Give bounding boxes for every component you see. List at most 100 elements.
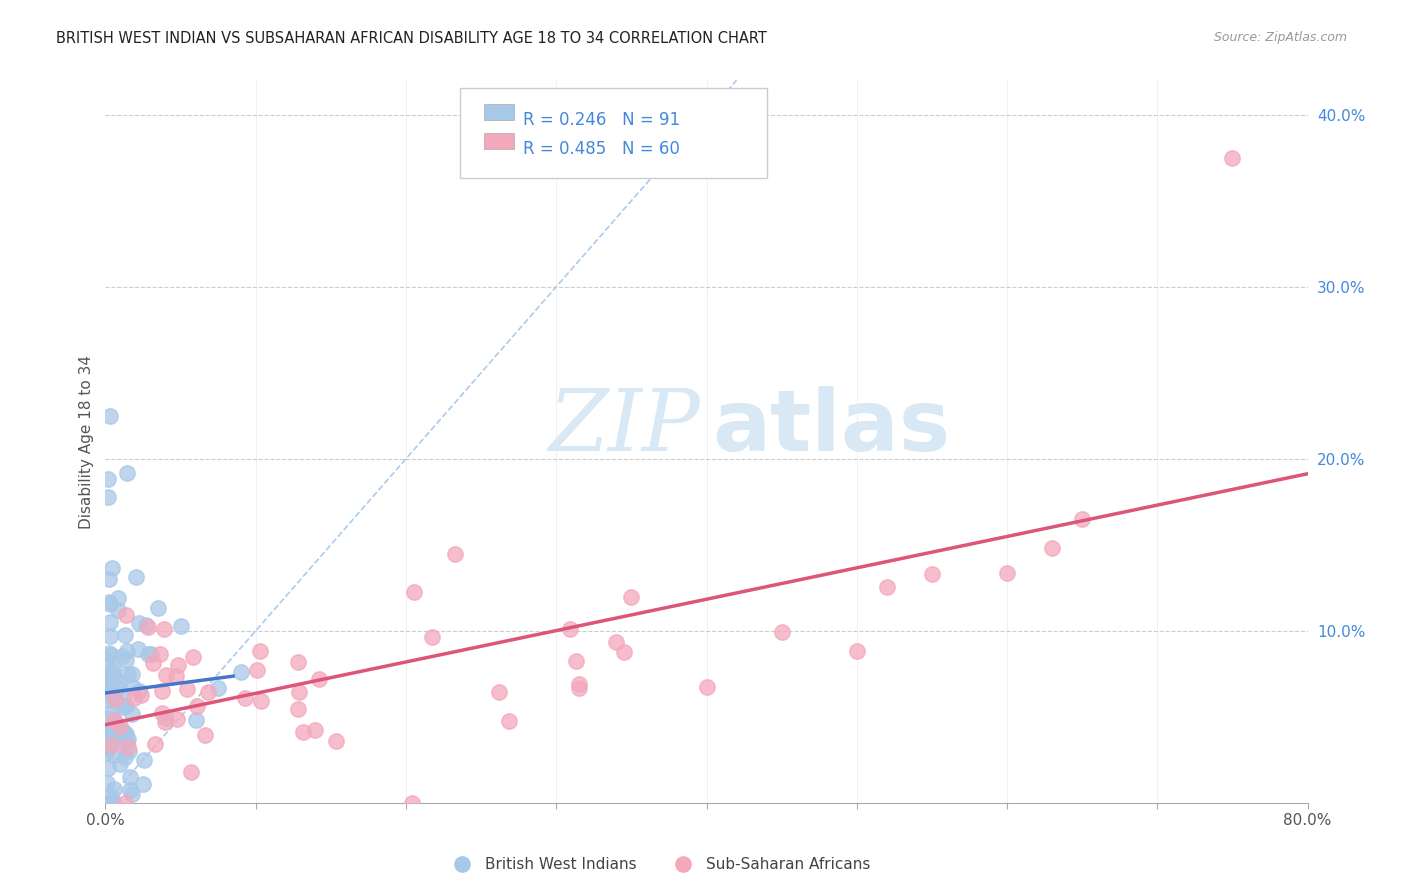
Point (115, 644, 138, 658)
Point (98, 674, 121, 689)
Point (135, 618, 157, 632)
Point (613, 645, 636, 659)
Point (111, 732, 134, 747)
Point (304, 723, 326, 738)
Point (100, 706, 122, 720)
Point (568, 677, 591, 691)
Point (97, 730, 120, 744)
Point (1222, 151, 1244, 165)
Point (287, 685, 309, 699)
Point (142, 657, 165, 671)
Point (111, 700, 134, 714)
Point (876, 580, 898, 594)
Point (107, 591, 129, 606)
Point (100, 734, 122, 748)
Point (118, 744, 141, 758)
Point (100, 789, 122, 804)
Point (138, 647, 160, 661)
Point (97, 572, 120, 586)
Point (104, 726, 127, 740)
Point (153, 715, 176, 730)
Point (139, 647, 162, 661)
Point (995, 566, 1018, 581)
Point (118, 783, 141, 797)
Text: atlas: atlas (713, 385, 950, 468)
Point (101, 796, 124, 810)
Point (420, 630, 443, 644)
Point (620, 590, 643, 604)
Point (97, 741, 120, 756)
Bar (484, 133, 515, 149)
Point (114, 749, 136, 764)
Point (498, 714, 520, 728)
Text: Source: ZipAtlas.com: Source: ZipAtlas.com (1213, 31, 1347, 45)
Point (120, 770, 142, 784)
Point (146, 601, 169, 615)
Point (155, 668, 177, 682)
Point (107, 681, 129, 695)
Point (96, 741, 118, 756)
FancyBboxPatch shape (460, 87, 766, 178)
Point (104, 692, 127, 706)
Point (124, 690, 146, 705)
Point (108, 675, 131, 690)
Point (287, 702, 309, 716)
Point (97, 719, 120, 733)
Point (98, 409, 121, 423)
Point (101, 722, 124, 736)
Point (101, 661, 124, 675)
Point (98, 629, 121, 643)
Point (114, 628, 136, 642)
Point (180, 764, 202, 779)
Point (488, 684, 510, 698)
Point (176, 682, 198, 697)
Point (565, 654, 588, 668)
Point (96, 796, 118, 810)
Point (115, 699, 138, 714)
Point (98, 597, 121, 611)
Point (249, 694, 271, 708)
Point (107, 603, 129, 617)
Point (96, 776, 118, 790)
Point (181, 650, 204, 665)
Point (114, 727, 136, 741)
Point (246, 663, 269, 677)
Point (103, 781, 125, 796)
Point (132, 777, 155, 791)
Point (287, 655, 309, 669)
Point (121, 666, 143, 681)
Point (155, 710, 177, 724)
Point (845, 644, 868, 658)
Point (103, 691, 125, 706)
Point (103, 694, 125, 708)
Point (111, 691, 134, 706)
Point (103, 721, 125, 735)
Point (166, 712, 188, 726)
Point (108, 719, 131, 733)
Point (128, 615, 150, 630)
Point (325, 734, 347, 748)
Point (132, 753, 155, 767)
Point (101, 796, 124, 810)
Point (166, 658, 188, 673)
Point (184, 713, 207, 727)
Bar (484, 104, 515, 120)
Point (229, 665, 252, 679)
Point (153, 622, 176, 636)
Point (97, 693, 120, 707)
Y-axis label: Disability Age 18 to 34: Disability Age 18 to 34 (79, 354, 94, 529)
Point (112, 726, 135, 740)
Point (101, 561, 124, 575)
Point (111, 723, 134, 738)
Point (97, 761, 120, 775)
Point (149, 647, 172, 661)
Point (770, 625, 793, 640)
Point (122, 680, 145, 694)
Point (128, 684, 150, 698)
Point (101, 668, 124, 682)
Point (97, 711, 120, 725)
Point (117, 666, 139, 681)
Point (100, 648, 122, 663)
Point (207, 681, 229, 695)
Point (696, 680, 718, 694)
